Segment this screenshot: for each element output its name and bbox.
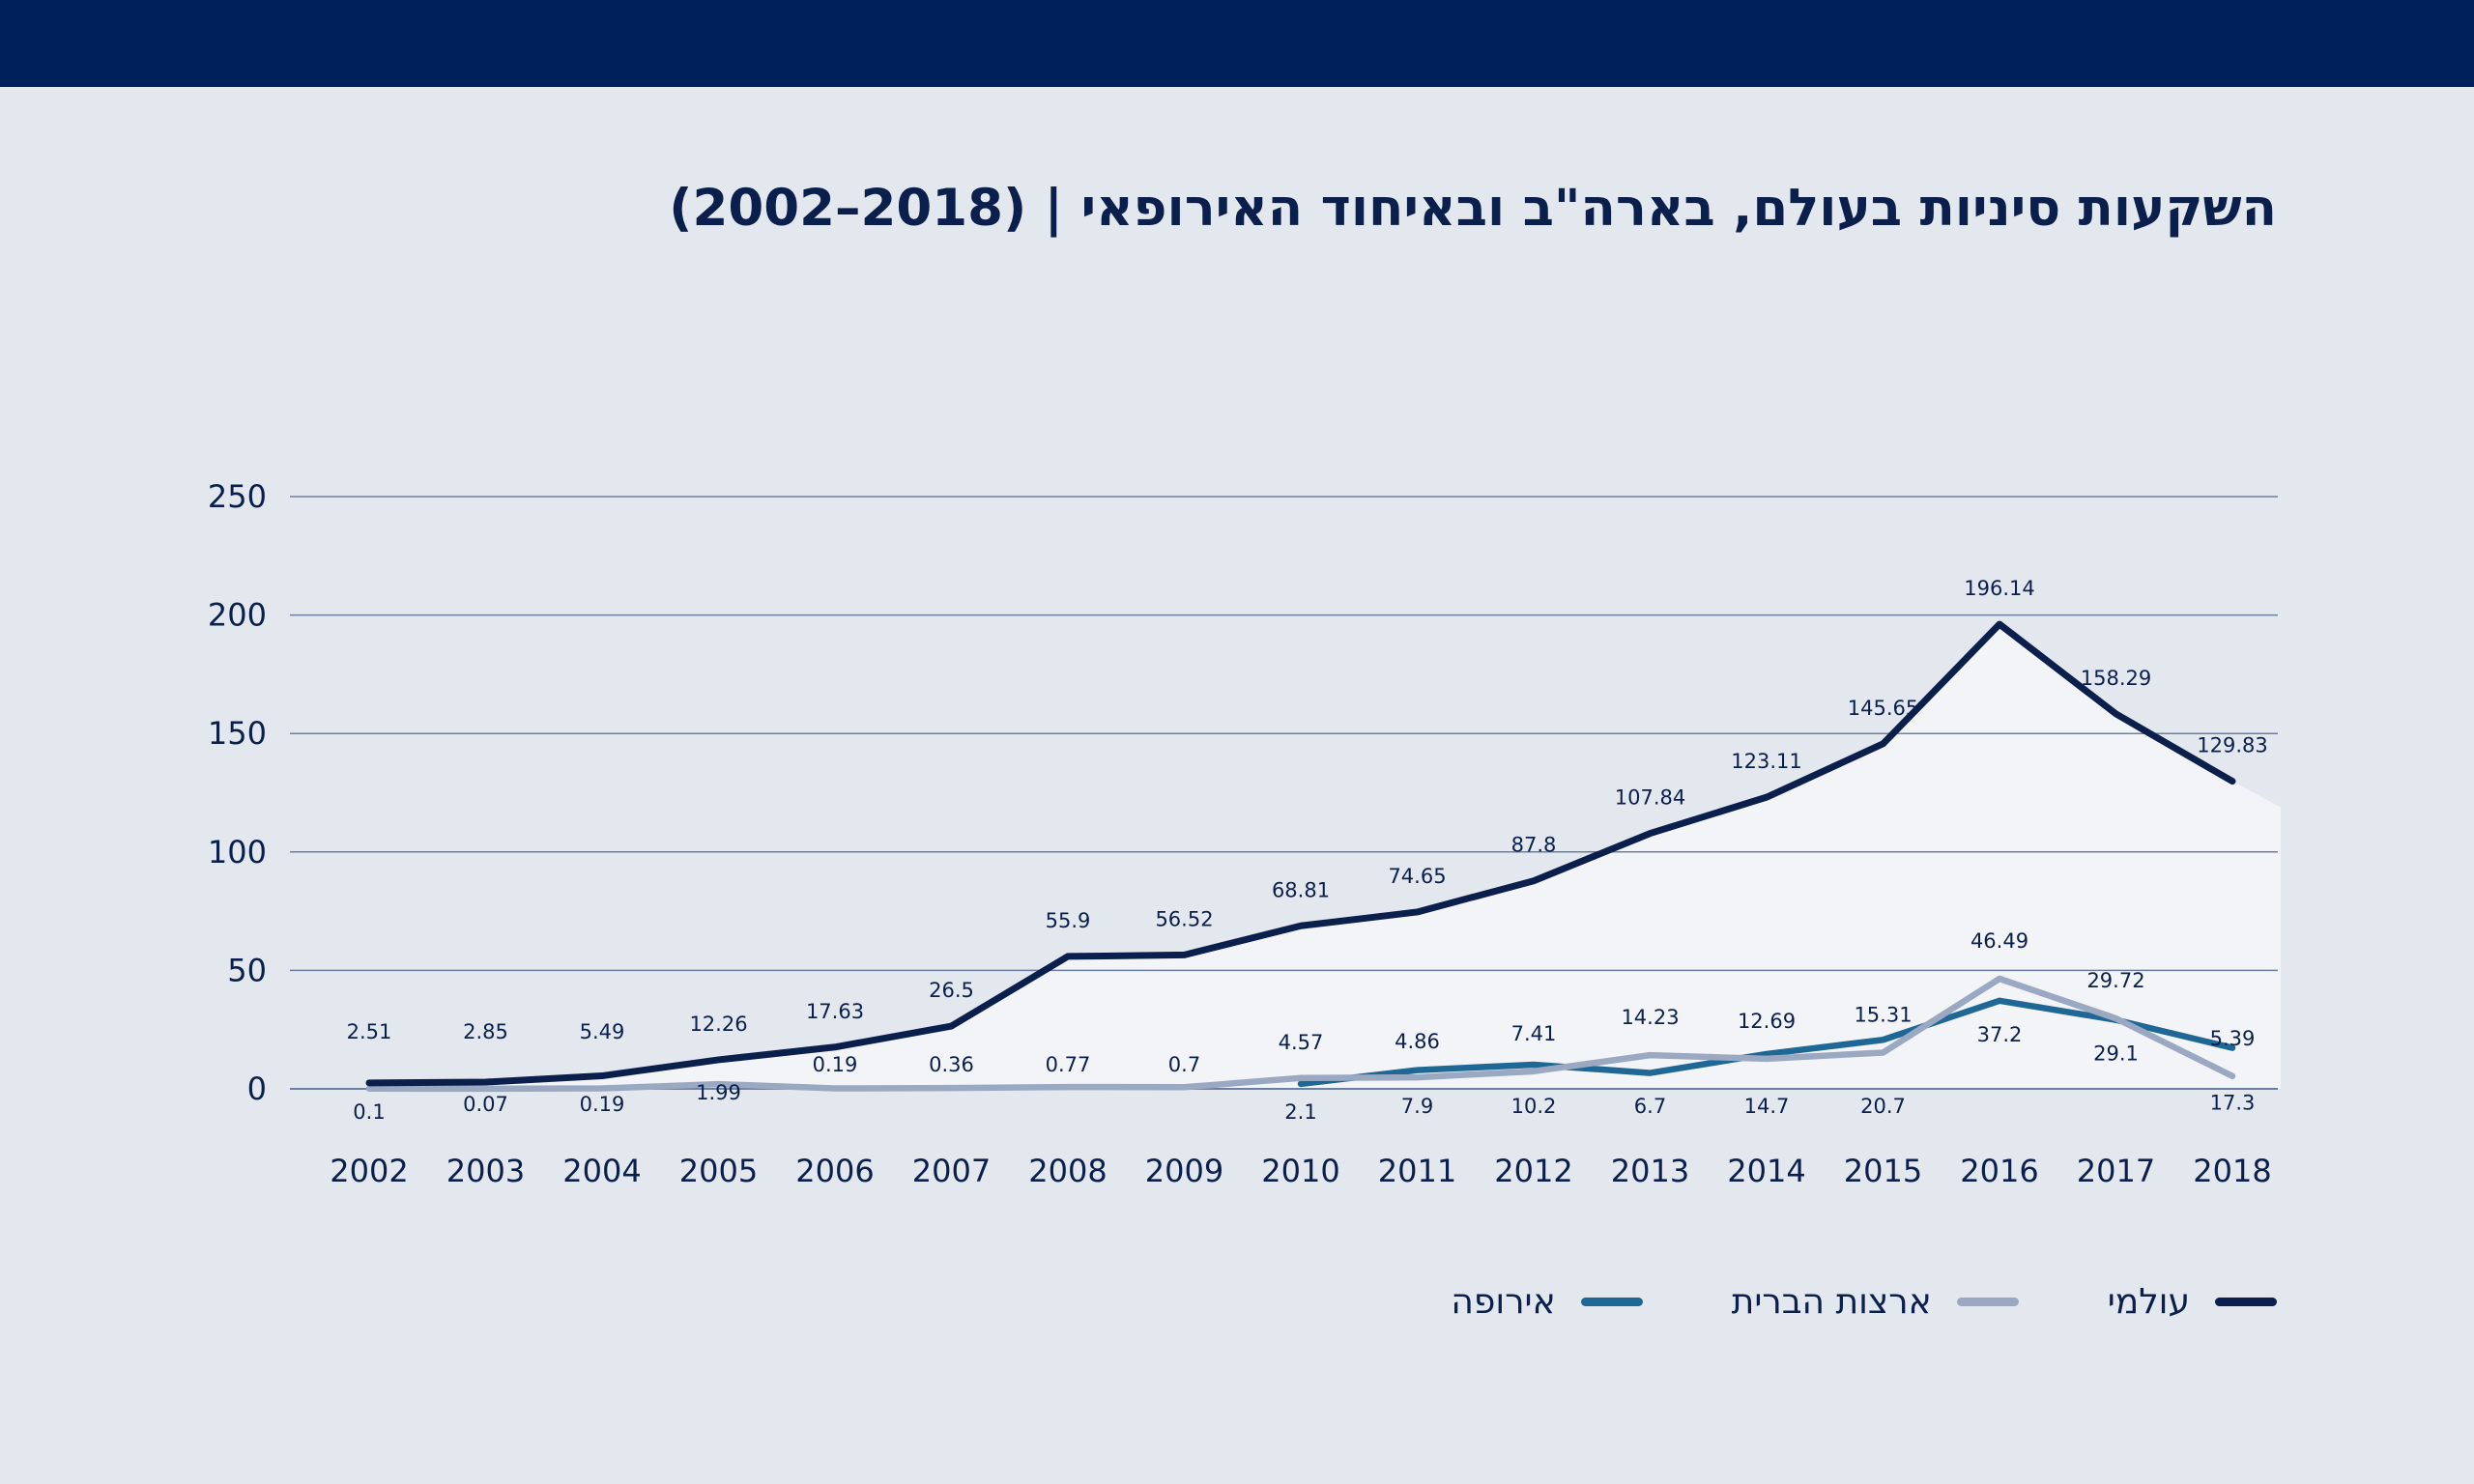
data-label-usa: 46.49 xyxy=(1971,929,2028,953)
x-tick-label: 2004 xyxy=(562,1153,641,1189)
data-label-world: 56.52 xyxy=(1155,907,1213,930)
y-tick-label: 100 xyxy=(208,834,267,870)
x-tick-label: 2014 xyxy=(1727,1153,1805,1189)
x-tick-label: 2002 xyxy=(330,1153,408,1189)
data-label-usa: 29.72 xyxy=(2086,969,2144,992)
data-label-usa: 4.57 xyxy=(1279,1031,1324,1054)
y-tick-label: 150 xyxy=(208,715,267,752)
legend-label-europe: אירופה xyxy=(1451,1281,1556,1322)
x-tick-label: 2015 xyxy=(1844,1153,1922,1189)
data-label-world: 129.83 xyxy=(2197,734,2267,757)
data-label-usa: 0.07 xyxy=(463,1093,508,1116)
data-label-europe: 14.7 xyxy=(1744,1095,1790,1118)
legend: עולמי ארצות הברית אירופה xyxy=(1451,1277,2277,1326)
data-label-usa: 0.19 xyxy=(580,1093,625,1116)
legend-label-world: עולמי xyxy=(2107,1281,2190,1322)
legend-item-world: עולמי xyxy=(2108,1282,2277,1322)
data-label-world: 74.65 xyxy=(1388,865,1446,888)
data-label-europe: 6.7 xyxy=(1634,1095,1666,1118)
x-tick-label: 2009 xyxy=(1145,1153,1223,1189)
x-tick-label: 2008 xyxy=(1028,1153,1107,1189)
y-tick-label: 250 xyxy=(208,478,267,515)
x-tick-label: 2005 xyxy=(679,1153,758,1189)
series-lines xyxy=(365,620,2236,1093)
x-axis-ticks: 2002 2003 2004 2005 2006 2007 2008 2009 2010 2011… xyxy=(330,1153,2271,1189)
chart-title: השקעות סיניות בעולם, בארה"ב ובאיחוד האיר… xyxy=(669,179,2277,238)
x-tick-label: 2013 xyxy=(1611,1153,1689,1189)
data-label-usa: 0.7 xyxy=(1168,1053,1200,1076)
data-label-world: 26.5 xyxy=(929,979,974,1002)
data-label-europe: 7.9 xyxy=(1401,1095,1433,1118)
x-tick-label: 2018 xyxy=(2193,1153,2271,1189)
x-tick-label: 2006 xyxy=(795,1153,874,1189)
x-tick-label: 2003 xyxy=(446,1153,525,1189)
data-label-usa: 0.77 xyxy=(1046,1053,1091,1076)
data-label-europe: 20.7 xyxy=(1860,1095,1906,1118)
x-tick-label: 2010 xyxy=(1261,1153,1339,1189)
data-label-world: 2.51 xyxy=(347,1020,392,1043)
data-label-usa: 7.41 xyxy=(1511,1022,1557,1045)
series-line-world xyxy=(365,620,2236,1087)
data-label-usa: 5.39 xyxy=(2210,1027,2256,1050)
y-tick-label: 0 xyxy=(247,1070,267,1107)
data-label-usa: 1.99 xyxy=(696,1081,741,1104)
legend-swatch-usa xyxy=(1956,1297,2019,1306)
data-label-world: 5.49 xyxy=(580,1020,625,1043)
y-tick-label: 50 xyxy=(227,952,267,988)
data-labels: 2.51 2.85 5.49 12.26 17.63 26.5 55.9 56.52 68.81… xyxy=(347,577,2268,1124)
data-label-europe: 2.1 xyxy=(1284,1100,1316,1124)
series-line-europe xyxy=(1297,997,2236,1088)
data-label-world: 158.29 xyxy=(2081,667,2151,690)
data-label-europe: 37.2 xyxy=(1977,1023,2023,1046)
data-label-world: 123.11 xyxy=(1731,750,1801,773)
x-tick-label: 2007 xyxy=(912,1153,991,1189)
data-label-world: 68.81 xyxy=(1272,878,1330,901)
data-label-world: 17.63 xyxy=(806,1000,864,1023)
y-axis-ticks: 0 50 100 150 200 250 xyxy=(208,478,267,1107)
data-label-usa: 0.1 xyxy=(353,1100,385,1124)
data-label-world: 55.9 xyxy=(1046,909,1091,932)
data-label-europe: 10.2 xyxy=(1511,1095,1557,1118)
x-tick-label: 2012 xyxy=(1494,1153,1572,1189)
legend-swatch-europe xyxy=(1580,1297,1643,1306)
header-bar xyxy=(0,0,2474,87)
data-label-usa: 4.86 xyxy=(1395,1030,1440,1053)
data-label-usa: 15.31 xyxy=(1854,1003,1912,1026)
data-label-usa: 0.19 xyxy=(813,1053,858,1076)
data-label-world: 107.84 xyxy=(1615,786,1685,810)
data-label-world: 145.65 xyxy=(1848,697,1918,720)
data-label-world: 87.8 xyxy=(1511,834,1557,857)
data-label-europe: 29.1 xyxy=(2093,1042,2139,1066)
y-tick-label: 200 xyxy=(208,597,267,634)
data-label-usa: 12.69 xyxy=(1738,1010,1796,1033)
x-tick-label: 2011 xyxy=(1378,1153,1456,1189)
data-label-europe: 17.3 xyxy=(2210,1092,2256,1115)
legend-label-usa: ארצות הברית xyxy=(1731,1281,1932,1322)
x-tick-label: 2017 xyxy=(2077,1153,2155,1189)
data-label-usa: 14.23 xyxy=(1621,1006,1679,1029)
series-line-usa xyxy=(365,975,2236,1093)
data-label-usa: 0.36 xyxy=(929,1053,974,1076)
area-fill xyxy=(369,624,2281,1089)
data-label-world: 12.26 xyxy=(689,1013,747,1036)
legend-item-usa: ארצות הברית xyxy=(1732,1282,2019,1322)
legend-swatch-world xyxy=(2215,1297,2277,1306)
data-label-world: 196.14 xyxy=(1964,577,2034,600)
x-tick-label: 2016 xyxy=(1960,1153,2038,1189)
world-area xyxy=(369,624,2281,1089)
data-label-world: 2.85 xyxy=(463,1020,508,1043)
legend-item-europe: אירופה xyxy=(1451,1281,1643,1322)
